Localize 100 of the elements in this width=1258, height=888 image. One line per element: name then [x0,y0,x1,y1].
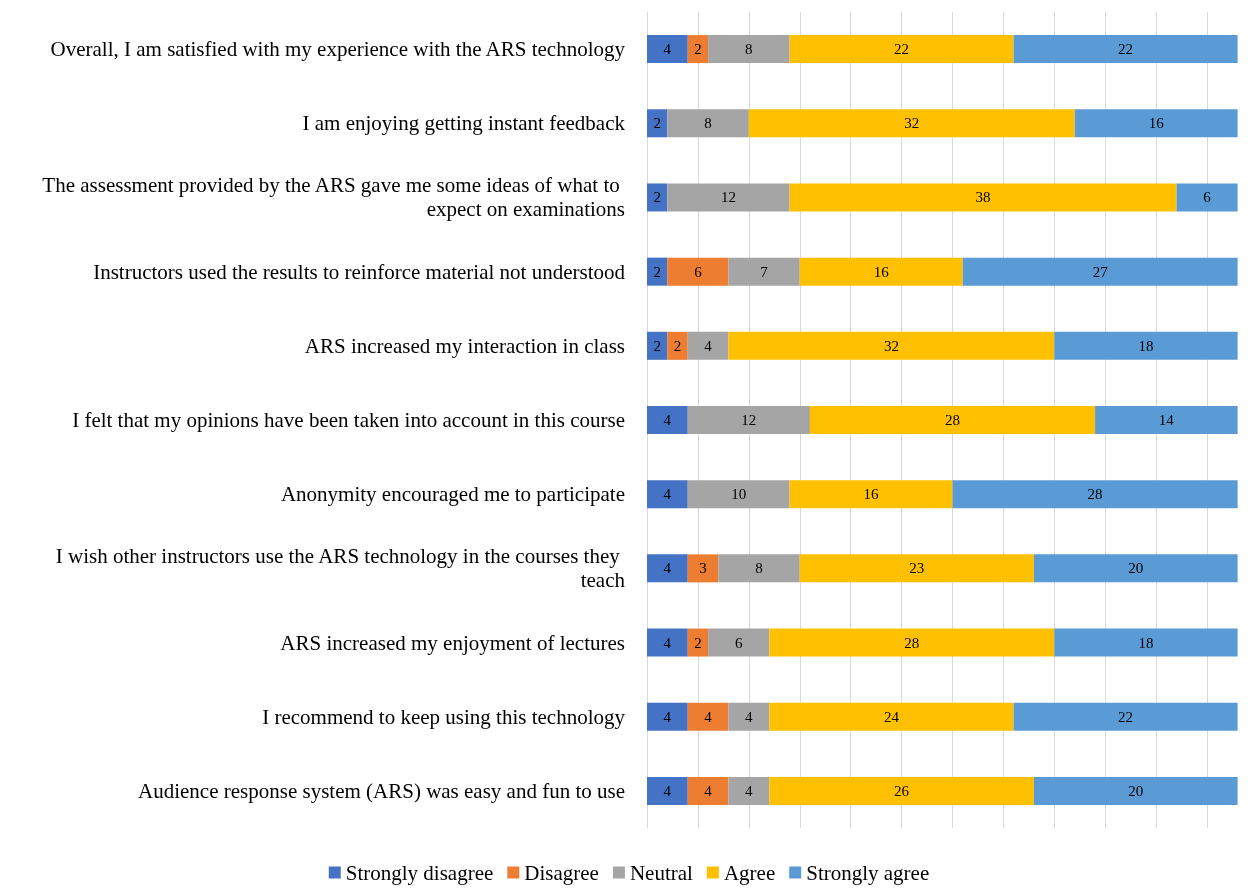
bar [647,406,688,434]
legend-label: Strongly disagree [345,860,494,885]
bar [647,331,668,360]
data-label: 8 [704,115,712,132]
data-label: 26 [894,782,910,799]
bar [728,776,770,805]
data-label: 20 [1128,560,1144,577]
bar [799,554,1034,583]
bar [809,406,1096,434]
bar [647,257,668,286]
y-tick-label: I am enjoying getting instant feedback [302,111,626,136]
y-tick-label: Anonymity encouraged me to participate [280,482,625,507]
bar [687,331,729,360]
data-label: 32 [904,115,920,132]
bar [647,183,668,212]
data-label: 4 [663,708,672,725]
bar [1074,109,1238,138]
data-label: 4 [663,634,672,651]
bar [687,35,709,64]
y-tick-label: Audience response system (ARS) was easy and fun to use [138,778,625,803]
bar [647,554,688,583]
data-label: 6 [734,634,743,651]
data-label: 8 [755,560,763,577]
y-tick-label: Instructors used the results to reinforce material not understood [93,259,626,284]
data-label: 2 [653,115,661,132]
data-label: 2 [673,337,682,354]
data-label: 4 [663,41,672,58]
data-label: 4 [663,412,672,428]
legend-label: Strongly agree [806,860,930,885]
bar [687,554,719,583]
bar [789,183,1177,212]
data-label: 4 [704,337,713,354]
data-label: 4 [704,782,713,799]
bar [962,257,1238,286]
data-label: 28 [1087,486,1103,503]
y-tick-label: I wish other instructors use the ARS technology in the courses they teach [55,544,626,593]
data-label: 2 [653,337,661,354]
data-label: 4 [663,782,672,799]
data-label: 12 [741,412,757,428]
bar [1033,554,1238,583]
bar [1176,183,1238,212]
y-tick-label: ARS increased my enjoyment of lectures [280,630,625,655]
data-label: 22 [1118,708,1134,725]
bar [748,109,1075,138]
bar [687,406,810,434]
bar [769,702,1014,731]
data-label: 2 [653,263,661,280]
data-label: 8 [745,41,753,58]
data-label: 14 [1158,412,1175,428]
bar [718,554,800,583]
data-label: 2 [694,41,702,58]
legend-label: Neutral [629,860,694,885]
bar [708,35,790,64]
bar [1054,628,1238,657]
bar [769,628,1055,657]
bar [687,702,729,731]
data-label: 6 [694,263,703,280]
bar [687,776,729,805]
data-label: 6 [1203,189,1212,206]
data-label: 23 [909,560,925,577]
data-label: 10 [731,486,747,503]
data-label: 32 [883,337,899,354]
data-label: 4 [663,486,672,503]
data-label: 24 [883,708,900,725]
bar [647,480,688,509]
bar [1013,702,1238,731]
bar [769,776,1034,805]
bar [647,35,688,64]
data-label: 28 [945,412,960,428]
bar [667,257,729,286]
data-label: 22 [1118,41,1134,58]
data-label: 20 [1128,782,1144,799]
data-label: 7 [760,263,769,280]
data-label: 4 [663,560,672,577]
y-tick-label: The assessment provided by the ARS gave me some ideas of what to expect on examinations [42,173,625,222]
data-label: 2 [694,634,702,651]
bar [708,628,770,657]
bar [1013,35,1238,64]
y-tick-label: I recommend to keep using this technology [262,704,626,729]
bar [728,257,800,286]
y-tick-label: ARS increased my interaction in class [304,333,625,358]
bar [799,257,963,286]
bar [667,183,790,212]
bar [1054,331,1238,360]
bar [728,331,1055,360]
data-label: 38 [975,189,991,206]
bar [952,480,1238,509]
bar [647,109,668,138]
bar [728,702,770,731]
legend-label: Agree [723,860,776,885]
legend-label: Disagree [524,860,599,885]
data-label: 27 [1092,263,1109,280]
data-label: 3 [699,560,707,577]
data-label: 4 [704,708,713,725]
data-label: 18 [1138,634,1154,651]
data-label: 4 [745,708,754,725]
data-label: 22 [894,41,910,58]
bar [1095,406,1238,434]
bar [667,109,749,138]
data-label: 2 [653,189,661,206]
